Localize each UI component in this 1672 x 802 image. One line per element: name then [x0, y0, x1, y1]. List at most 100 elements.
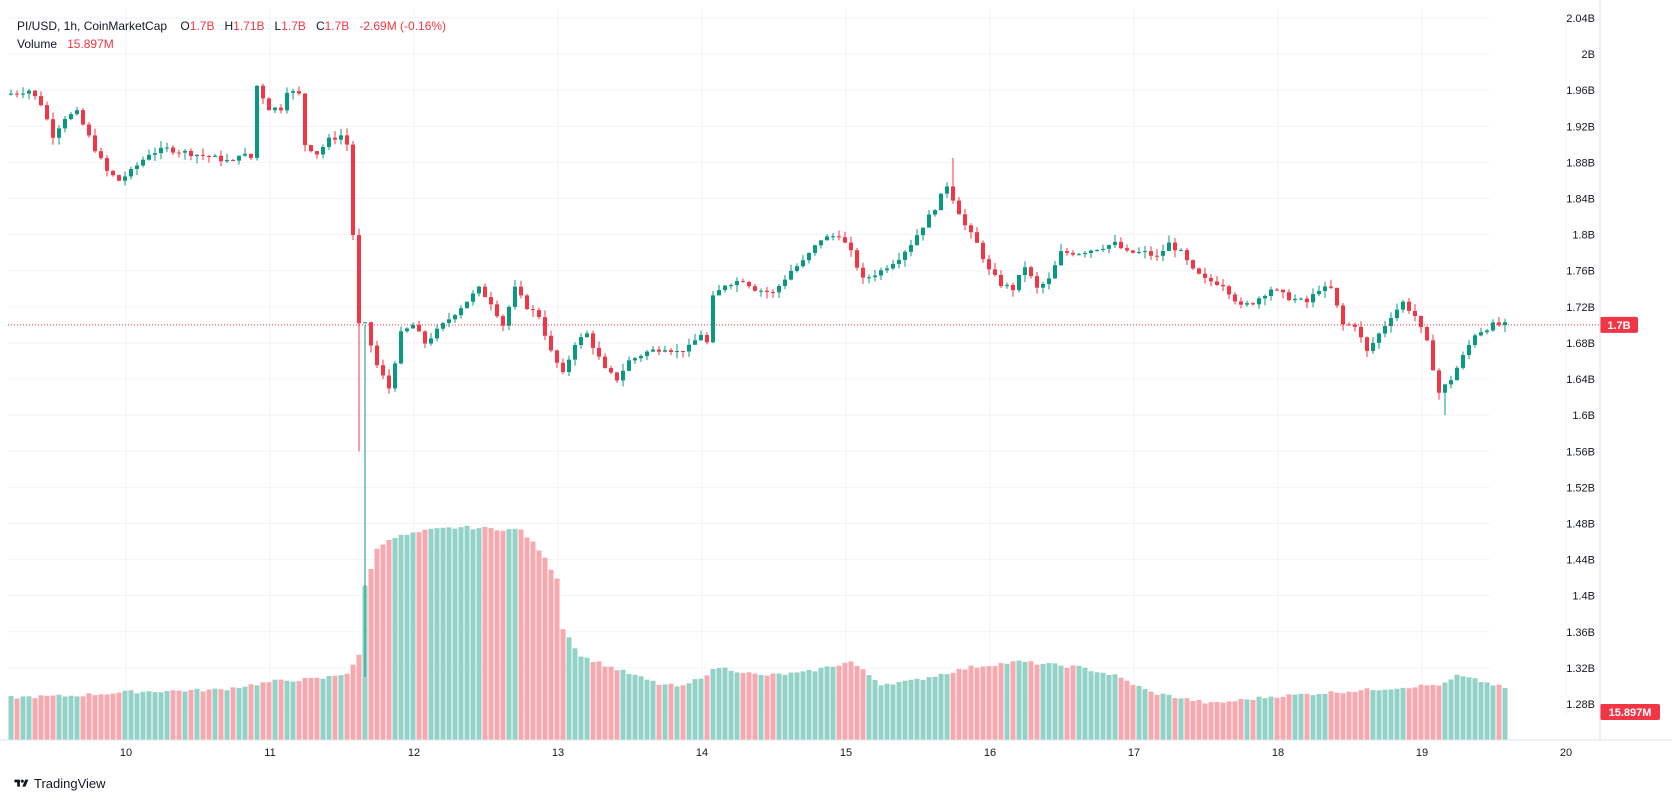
volume-bar	[782, 674, 788, 740]
volume-bar	[446, 527, 452, 740]
volume-bar	[1442, 682, 1448, 740]
candle-body	[657, 349, 661, 352]
volume-bar	[206, 689, 212, 740]
candle-body	[1317, 290, 1321, 295]
volume-bar	[950, 672, 956, 740]
candle-body	[1017, 275, 1021, 291]
volume-bar	[1190, 701, 1196, 740]
candle-body	[717, 290, 721, 296]
tradingview-brand[interactable]: TradingView	[13, 776, 106, 791]
candle-body	[1425, 327, 1429, 341]
candle-body	[741, 281, 745, 283]
price-tick-label: 1.84B	[1566, 194, 1595, 206]
candle-body	[1311, 294, 1315, 303]
candle-body	[87, 124, 91, 136]
candle-body	[417, 324, 421, 332]
candle-body	[825, 236, 829, 241]
candle-body	[1335, 287, 1339, 306]
volume-bar	[848, 661, 854, 740]
candle-body	[1461, 355, 1465, 368]
time-tick-label: 10	[120, 747, 132, 759]
volume-bar	[620, 669, 626, 740]
candle-body	[1353, 324, 1357, 327]
candle-body	[69, 114, 73, 119]
candle-body	[1005, 284, 1009, 287]
candle-body	[639, 356, 643, 359]
candle-body	[1239, 301, 1243, 305]
candle-body	[147, 154, 151, 160]
price-tick-label: 1.36B	[1566, 627, 1595, 639]
candle-body	[669, 350, 673, 352]
volume-bar	[1334, 692, 1340, 740]
volume-bar	[1202, 703, 1208, 740]
brand-label: TradingView	[34, 776, 106, 791]
volume-bar	[1034, 664, 1040, 740]
volume-bar	[1310, 695, 1316, 740]
volume-bar	[248, 684, 254, 740]
volume-bar	[506, 529, 512, 740]
volume-bar	[68, 695, 74, 740]
candle-body	[273, 107, 277, 111]
volume-bar	[440, 527, 446, 740]
volume-bar	[560, 629, 566, 740]
volume-bar	[866, 675, 872, 740]
volume-bar	[1382, 689, 1388, 740]
candle-body	[591, 333, 595, 348]
candle-body	[327, 137, 331, 147]
volume-bar	[1424, 685, 1430, 740]
volume-bar	[998, 663, 1004, 740]
volume-bar	[56, 694, 62, 740]
volume-bar	[302, 678, 308, 740]
volume-bar	[224, 690, 230, 740]
candle-body	[183, 150, 187, 153]
candlesticks	[9, 83, 1507, 677]
volume-bar	[596, 661, 602, 740]
candle-body	[945, 186, 949, 194]
time-tick-label: 18	[1272, 747, 1284, 759]
price-tick-label: 1.76B	[1566, 266, 1595, 278]
candle-body	[249, 153, 253, 158]
candle-body	[1077, 254, 1081, 256]
volume-bar	[26, 696, 32, 740]
price-tick-label: 1.88B	[1566, 157, 1595, 169]
candle-body	[771, 292, 775, 294]
volume-bar	[416, 532, 422, 740]
volume-bar	[32, 698, 38, 740]
volume-bar	[938, 673, 944, 740]
candle-body	[243, 153, 247, 156]
volume-bar	[1406, 688, 1412, 740]
candle-body	[171, 147, 175, 153]
candle-body	[1095, 249, 1099, 251]
candle-body	[567, 359, 571, 373]
candle-body	[927, 214, 931, 228]
candle-body	[1497, 322, 1501, 326]
candle-body	[627, 360, 631, 371]
chart-legend: PI/USD, 1h, CoinMarketCap O1.7B H1.71B L…	[17, 17, 446, 53]
volume-bar	[254, 685, 260, 740]
candle-body	[1143, 251, 1147, 253]
candle-body	[957, 200, 961, 215]
volume-bar	[770, 673, 776, 740]
candle-body	[1083, 252, 1087, 255]
candle-body	[1503, 322, 1507, 326]
time-tick-label: 16	[984, 747, 996, 759]
candle-body	[399, 331, 403, 364]
price-tick-label: 2B	[1582, 49, 1595, 61]
candle-body	[405, 328, 409, 332]
volume-bar	[428, 528, 434, 740]
candle-body	[783, 279, 787, 286]
volume-bar	[296, 681, 302, 740]
volume-bar	[1268, 696, 1274, 740]
volume-bar	[470, 529, 476, 740]
candle-body	[81, 110, 85, 125]
volume-bar	[932, 676, 938, 740]
volume-bar	[716, 668, 722, 740]
candle-body	[1059, 251, 1063, 266]
volume-bar	[1160, 693, 1166, 740]
price-tick-label: 1.8B	[1572, 230, 1595, 242]
volume-bar	[452, 528, 458, 740]
volume-bar	[1214, 702, 1220, 740]
candle-body	[27, 90, 31, 94]
candle-body	[609, 368, 613, 373]
